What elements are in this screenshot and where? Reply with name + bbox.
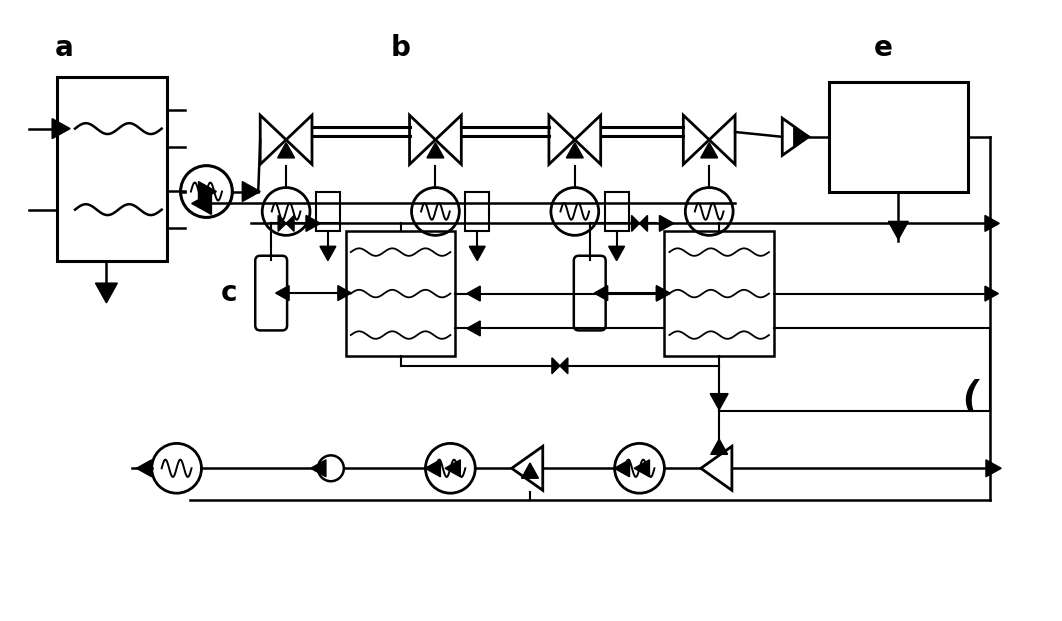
Text: c: c (221, 279, 238, 307)
Polygon shape (793, 128, 810, 146)
Text: a: a (55, 34, 73, 62)
Polygon shape (199, 181, 217, 201)
Bar (346, 232, 456, 356)
Polygon shape (552, 358, 560, 374)
Polygon shape (639, 215, 648, 232)
Polygon shape (701, 143, 718, 158)
Polygon shape (277, 143, 294, 158)
Polygon shape (425, 460, 441, 477)
Polygon shape (286, 215, 294, 232)
Polygon shape (320, 247, 336, 261)
Text: e: e (874, 34, 893, 62)
Polygon shape (609, 247, 624, 261)
Polygon shape (467, 286, 480, 301)
Polygon shape (614, 460, 630, 477)
Text: b: b (391, 34, 411, 62)
Polygon shape (96, 283, 118, 303)
Polygon shape (306, 215, 321, 232)
Polygon shape (710, 394, 729, 410)
Bar (604, 191, 629, 232)
Bar (828, 82, 969, 191)
Bar (57, 77, 167, 261)
Text: (: ( (962, 379, 978, 412)
Polygon shape (521, 463, 538, 478)
Bar (465, 191, 490, 232)
Polygon shape (984, 286, 998, 301)
Polygon shape (986, 460, 1001, 477)
Polygon shape (984, 215, 999, 232)
Polygon shape (338, 286, 352, 301)
Polygon shape (656, 286, 670, 301)
Polygon shape (710, 439, 727, 455)
Polygon shape (566, 143, 583, 158)
Bar (665, 232, 774, 356)
Polygon shape (278, 215, 286, 232)
Polygon shape (137, 460, 152, 477)
Polygon shape (467, 321, 480, 336)
Polygon shape (656, 286, 670, 301)
Polygon shape (311, 460, 326, 477)
Polygon shape (595, 286, 607, 301)
Polygon shape (469, 247, 485, 261)
Polygon shape (445, 460, 460, 477)
Bar (316, 191, 340, 232)
Polygon shape (632, 215, 639, 232)
Polygon shape (242, 181, 260, 201)
Polygon shape (560, 358, 568, 374)
Polygon shape (660, 215, 673, 232)
Polygon shape (52, 119, 70, 138)
Polygon shape (634, 460, 650, 477)
Polygon shape (276, 286, 289, 301)
Polygon shape (192, 193, 211, 214)
Polygon shape (889, 222, 908, 239)
Polygon shape (427, 143, 444, 158)
